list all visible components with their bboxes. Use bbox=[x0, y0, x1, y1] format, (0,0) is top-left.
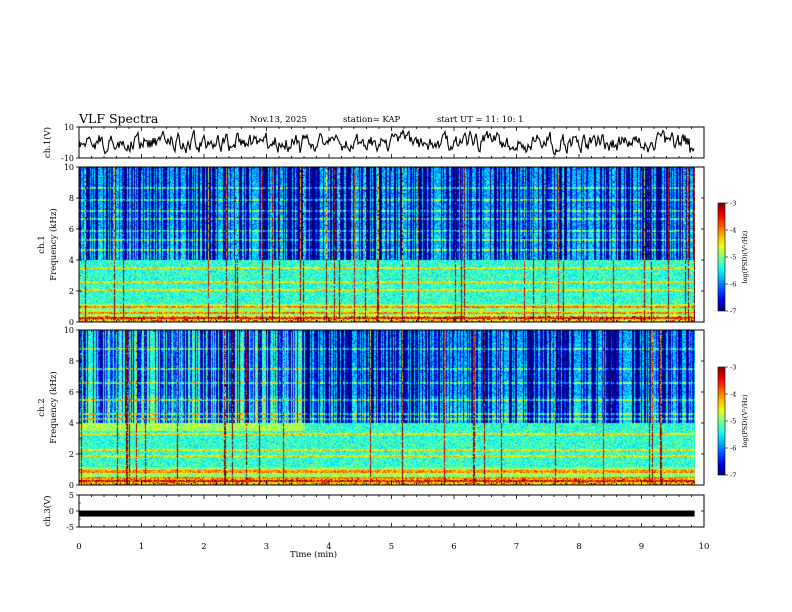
y-tick-label: 0 bbox=[69, 481, 74, 490]
y-tick-label: 0 bbox=[69, 318, 74, 327]
x-axis-title: Time (min) bbox=[290, 549, 337, 560]
y-tick-label: -10 bbox=[61, 154, 74, 163]
y-tick-label: 0 bbox=[69, 507, 74, 516]
spectrogram-ch2-colorbar bbox=[717, 366, 726, 476]
colorbar-tick-label: -5 bbox=[730, 418, 736, 426]
colorbar-tick-label: -7 bbox=[730, 472, 736, 480]
y-tick-label: 6 bbox=[69, 225, 74, 234]
figure-title: VLF Spectra bbox=[79, 111, 159, 126]
spectrogram-ch2-ylabel: Frequency (kHz) bbox=[48, 371, 59, 443]
spectrogram-ch2-colorbar-label: log(PSD)(V²/Hz) bbox=[741, 394, 749, 447]
x-ticks bbox=[78, 330, 705, 485]
colorbar-tick-label: -3 bbox=[730, 364, 736, 372]
x-tick-label: 5 bbox=[389, 542, 394, 552]
colorbar-tick-label: -5 bbox=[730, 254, 736, 262]
x-ticks bbox=[78, 495, 705, 527]
y-tick-label: 4 bbox=[69, 256, 74, 265]
y-tick-label: 5 bbox=[69, 491, 74, 500]
y-tick-label: -5 bbox=[66, 523, 74, 532]
x-tick-label: 9 bbox=[639, 542, 644, 552]
x-tick-label: 1 bbox=[139, 542, 144, 552]
colorbar-tick-label: -4 bbox=[730, 227, 736, 235]
y-tick-label: 8 bbox=[69, 194, 74, 203]
spectrogram-ch2-y-axis: 0 2 4 6 8 10 bbox=[64, 326, 704, 490]
y-tick-label: 6 bbox=[69, 388, 74, 397]
y-tick-label: 10 bbox=[64, 123, 74, 132]
date-label: Nov.13, 2025 bbox=[250, 115, 307, 125]
x-tick-label: 2 bbox=[201, 542, 206, 552]
waveform-ch3-trace bbox=[79, 510, 695, 517]
y-tick-label: 10 bbox=[64, 326, 74, 335]
y-tick-label: 8 bbox=[69, 357, 74, 366]
spectrogram-ch2-channel-label: ch.2 bbox=[37, 398, 47, 416]
spectrogram-ch1-raster bbox=[79, 167, 695, 322]
station-label: station= KAP bbox=[343, 115, 401, 125]
colorbar-tick-label: -6 bbox=[730, 445, 736, 453]
waveform-ch3-ylabel: ch.3(V) bbox=[42, 495, 53, 526]
spectrogram-ch1-channel-label: ch.1 bbox=[37, 235, 47, 253]
x-tick-label: 6 bbox=[451, 542, 456, 552]
x-tick-label: 4 bbox=[326, 542, 331, 552]
spectrogram-ch1-ylabel: Frequency (kHz) bbox=[48, 208, 59, 280]
x-ticks bbox=[78, 127, 705, 158]
y-tick-label: 10 bbox=[64, 163, 74, 172]
x-tick-label: 0 bbox=[76, 542, 81, 552]
waveform-ch1-y-axis: 10 -10 bbox=[61, 123, 704, 163]
colorbar-tick-label: -3 bbox=[730, 200, 736, 208]
y-tick-label: 2 bbox=[69, 287, 74, 296]
spectrogram-ch1-y-axis: 0 2 4 6 8 10 bbox=[64, 163, 704, 327]
waveform-ch3-y-axis: 5 0 -5 bbox=[66, 491, 704, 532]
waveform-ch1-trace bbox=[78, 129, 695, 156]
y-tick-label: 4 bbox=[69, 419, 74, 428]
spectrogram-ch1-colorbar bbox=[717, 202, 726, 312]
x-tick-label: 3 bbox=[264, 542, 269, 552]
start-time-label: start UT = 11: 10: 1 bbox=[437, 115, 524, 125]
x-tick-label: 8 bbox=[576, 542, 581, 552]
x-axis-labels: 0 1 2 3 4 5 6 7 8 9 10 bbox=[76, 542, 709, 552]
colorbar-tick-label: -4 bbox=[730, 391, 736, 399]
x-tick-label: 7 bbox=[514, 542, 519, 552]
spectrogram-ch1-colorbar-label: log(PSD)(V²/Hz) bbox=[741, 230, 749, 283]
spectrogram-ch2-raster bbox=[79, 330, 695, 485]
x-tick-label: 10 bbox=[699, 542, 710, 552]
colorbar-tick-label: -6 bbox=[730, 281, 736, 289]
waveform-ch1-ylabel: ch.1(V) bbox=[42, 127, 53, 158]
y-tick-label: 2 bbox=[69, 450, 74, 459]
colorbar-tick-label: -7 bbox=[730, 308, 736, 316]
x-ticks bbox=[78, 167, 705, 322]
